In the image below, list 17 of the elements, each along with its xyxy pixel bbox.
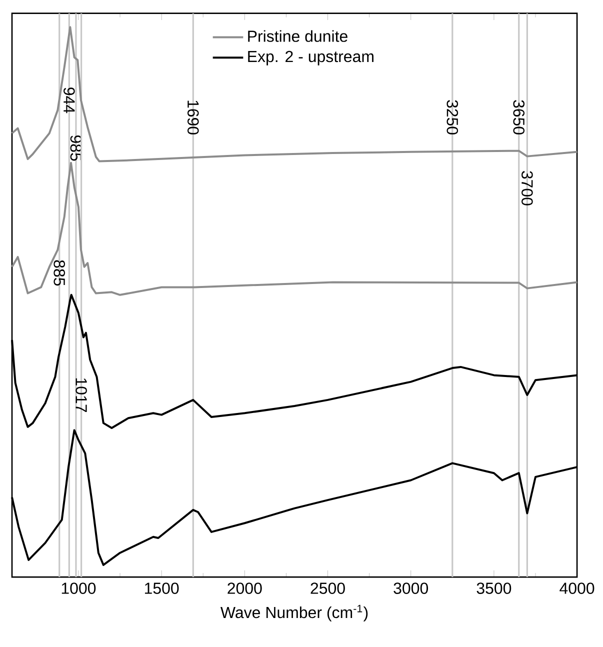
- ref-line-label: 885: [54, 260, 66, 286]
- x-axis-title: Wave Number (cm$^{-1}$): [220, 604, 368, 622]
- ref-line-label: 3700: [522, 171, 533, 206]
- ref-line-label: 1690: [187, 100, 199, 134]
- legend-label: Exp. 2 - upstream: [248, 50, 374, 66]
- x-tick-label: 2500: [310, 582, 345, 594]
- ref-line-label: 3650: [513, 100, 525, 134]
- x-tick-label: 4000: [560, 582, 594, 594]
- x-tick-label: 2000: [228, 582, 262, 594]
- ref-line-label: 944: [64, 88, 75, 114]
- x-tick-label: 3000: [394, 582, 428, 594]
- ref-line-label: 1017: [76, 378, 87, 412]
- legend-label: Pristine dunite: [248, 30, 348, 42]
- x-tick-label: 1500: [144, 582, 179, 594]
- x-tick-label: 3500: [476, 582, 512, 594]
- ref-line-label: 3250: [446, 100, 458, 134]
- x-tick-label: 1000: [62, 582, 96, 594]
